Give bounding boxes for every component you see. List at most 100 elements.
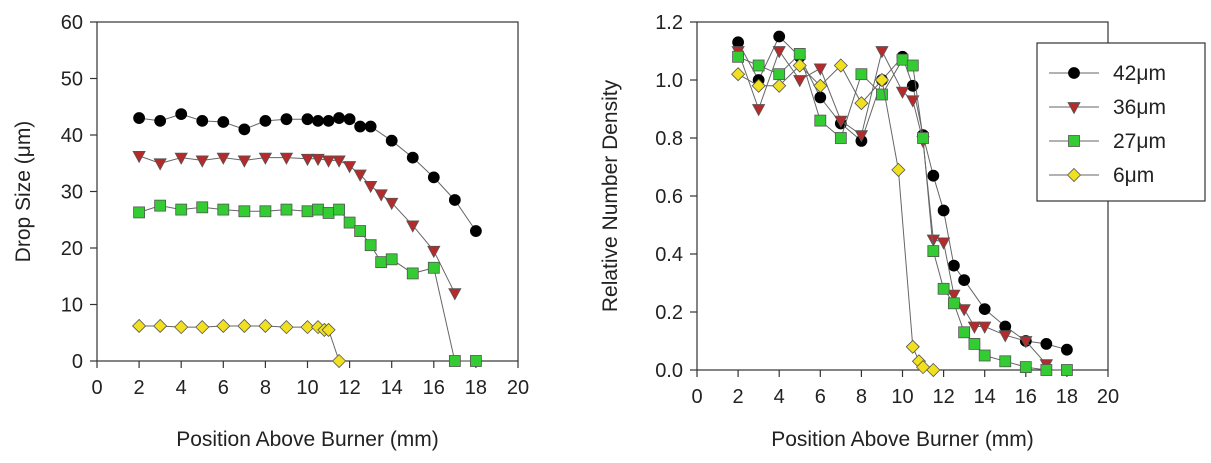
data-point (427, 261, 440, 274)
data-point (427, 171, 440, 184)
data-point (312, 203, 324, 216)
data-point (237, 318, 252, 334)
x-tick-label: 20 (507, 377, 529, 399)
legend-marker (1068, 135, 1080, 147)
legend-marker (1068, 67, 1080, 79)
data-point (927, 169, 940, 182)
data-point (174, 320, 189, 335)
data-point (154, 114, 167, 127)
data-point (196, 201, 209, 214)
data-point (216, 318, 231, 334)
data-point (300, 153, 315, 167)
data-point (813, 78, 828, 93)
data-point (978, 303, 991, 316)
y-tick-label: 1.0 (655, 70, 683, 92)
data-point (332, 353, 347, 369)
legend-entry: 36μm (1049, 96, 1166, 119)
series-line (737, 52, 1067, 371)
data-point (891, 162, 906, 177)
data-point (258, 152, 273, 165)
data-point (967, 321, 982, 334)
data-point (196, 114, 209, 127)
data-point (814, 114, 827, 127)
x-tick-label: 0 (691, 386, 702, 408)
legend: 42μm 36μm 27μm 6μm (1036, 42, 1206, 202)
x-tick-label: 16 (423, 377, 445, 399)
data-point (751, 104, 766, 117)
data-point (947, 289, 961, 302)
x-tick-label: 4 (774, 386, 785, 408)
data-point (364, 239, 377, 252)
series-2 (133, 199, 482, 367)
series-0 (133, 108, 482, 237)
legend-label: 27μm (1113, 130, 1166, 153)
data-point (793, 75, 807, 88)
y-tick-label: 30 (61, 182, 83, 204)
data-point (217, 203, 230, 216)
x-axis-title: Position Above Burner (mm) (176, 428, 439, 451)
data-point (195, 155, 209, 168)
y-tick-label: 1.2 (655, 12, 683, 34)
y-tick-label: 40 (61, 125, 83, 147)
data-point (1061, 364, 1073, 376)
legend-label: 6μm (1113, 164, 1154, 187)
series-1 (731, 46, 1054, 372)
data-point (772, 78, 787, 93)
series-2 (732, 48, 1073, 376)
series-1 (132, 151, 462, 301)
data-point (732, 50, 744, 63)
data-point (1040, 337, 1053, 350)
y-tick-label: 10 (61, 295, 83, 317)
data-point (374, 189, 388, 202)
data-point (343, 216, 356, 229)
legend-entry: 27μm (1049, 130, 1166, 153)
data-point (153, 158, 167, 171)
data-point (174, 152, 188, 165)
legend-label: 42μm (1113, 62, 1166, 85)
x-tick-label: 10 (891, 386, 913, 408)
data-point (280, 203, 293, 216)
data-point (175, 203, 188, 216)
data-point (354, 120, 367, 133)
data-point (448, 288, 462, 301)
data-point (259, 114, 272, 127)
data-point (792, 58, 807, 73)
data-point (153, 318, 168, 334)
y-axis-title: Drop Size (μm) (12, 121, 35, 263)
data-point (321, 155, 336, 168)
data-point (876, 88, 888, 101)
y-tick-label: 0.4 (655, 244, 683, 266)
x-tick-label: 0 (91, 377, 102, 399)
data-point (312, 114, 324, 127)
data-point (469, 225, 482, 237)
data-point (301, 205, 314, 218)
data-point (279, 320, 294, 335)
x-tick-label: 4 (176, 377, 187, 399)
data-point (406, 220, 420, 233)
x-tick-label: 8 (260, 377, 271, 399)
x-tick-label: 6 (815, 386, 826, 408)
y-tick-label: 20 (61, 238, 83, 260)
data-point (332, 155, 346, 168)
number-density-chart: 0 2 4 6 8 10 12 14 16 18 20 0.0 0.2 0.4 0.6 0.8 1.0 1.2 Po… (599, 12, 1119, 451)
data-point (1019, 336, 1033, 349)
data-point (947, 297, 960, 310)
data-point (978, 321, 992, 334)
data-point (133, 206, 146, 219)
data-point (1019, 361, 1032, 374)
series-line (138, 205, 476, 362)
series-line (737, 35, 1068, 351)
legend-entry: 42μm (1049, 62, 1166, 85)
data-point (300, 320, 315, 335)
legend-entry: 6μm (1049, 164, 1154, 187)
data-point (237, 155, 252, 168)
data-point (406, 151, 419, 164)
y-tick-label: 0.6 (655, 186, 683, 208)
data-point (258, 318, 273, 334)
data-point (333, 112, 345, 124)
data-point (322, 207, 335, 219)
x-tick-label: 14 (974, 386, 996, 408)
data-point (385, 253, 398, 266)
x-tick-label: 2 (733, 386, 744, 408)
data-point (259, 205, 272, 218)
